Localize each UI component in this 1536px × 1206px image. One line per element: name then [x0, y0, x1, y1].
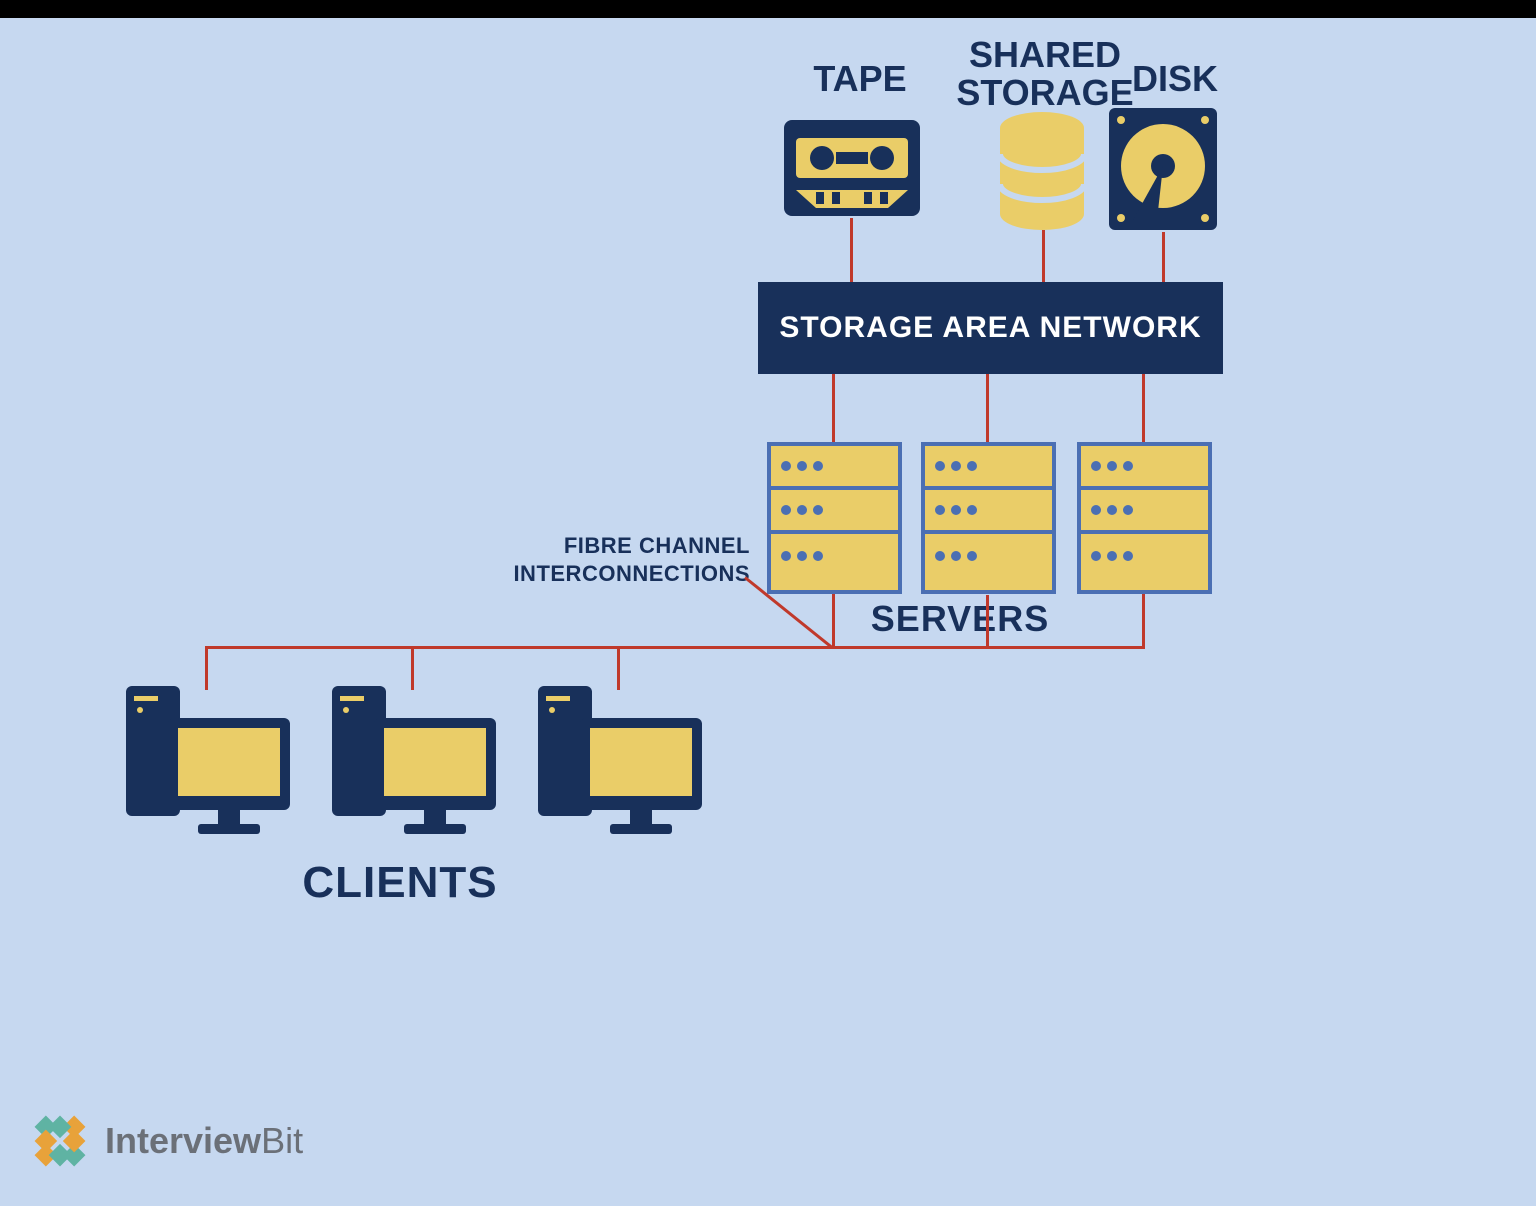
conn-tape-san [850, 218, 853, 282]
client-3 [532, 680, 712, 850]
tape-label: TAPE [780, 58, 940, 100]
conn-disk-san [1162, 232, 1165, 282]
conn-san-srv2 [986, 374, 989, 442]
disk-label: DISK [1095, 58, 1255, 100]
client-1 [120, 680, 300, 850]
server-3 [1077, 442, 1212, 594]
brand-logo: InterviewBit [25, 1111, 303, 1171]
server-2 [921, 442, 1056, 594]
conn-db-san [1042, 230, 1045, 282]
conn-srv2-down [986, 595, 989, 647]
fc-label: FIBRE CHANNEL INTERCONNECTIONS [470, 532, 750, 587]
shared-storage-icon [992, 110, 1092, 230]
conn-srv3-down [1142, 594, 1145, 648]
server-bus-h [832, 646, 1145, 649]
logo-icon [25, 1111, 95, 1171]
clients-label: CLIENTS [250, 858, 550, 908]
servers-label: SERVERS [820, 598, 1100, 640]
conn-srv1-down [832, 594, 835, 648]
client-2 [326, 680, 506, 850]
top-black-bar [0, 0, 1536, 18]
server-1 [767, 442, 902, 594]
conn-san-srv1 [832, 374, 835, 442]
logo-text: InterviewBit [105, 1120, 303, 1162]
disk-icon [1107, 106, 1219, 232]
san-box: STORAGE AREA NETWORK [758, 282, 1223, 374]
conn-san-srv3 [1142, 374, 1145, 442]
client-bus-h [205, 646, 835, 649]
fc-line1: FIBRE CHANNEL [564, 533, 750, 558]
fc-line2: INTERCONNECTIONS [513, 561, 750, 586]
tape-icon [782, 118, 922, 218]
